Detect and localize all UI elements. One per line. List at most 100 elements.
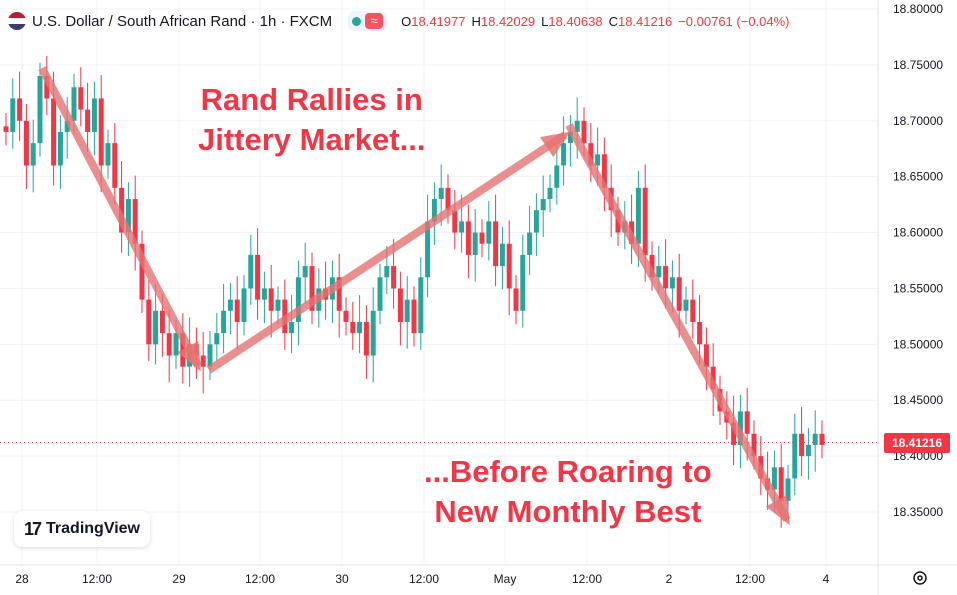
ohlc-low: L18.40638 xyxy=(541,13,603,29)
settings-icon[interactable] xyxy=(912,570,928,586)
candle-body xyxy=(819,433,825,445)
candle-body xyxy=(574,120,580,132)
candle-body xyxy=(384,266,390,278)
candle-body xyxy=(595,154,601,166)
candle-body xyxy=(540,199,546,211)
candle-body xyxy=(635,187,641,244)
candle-body xyxy=(452,210,458,233)
candle-body xyxy=(547,187,553,200)
candle-body xyxy=(669,277,675,289)
candle-body xyxy=(207,344,213,367)
candle-body xyxy=(493,221,499,267)
y-tick-label: 18.50000 xyxy=(893,337,943,351)
candle-body xyxy=(744,411,750,434)
candle-body xyxy=(357,321,363,334)
candle-body xyxy=(57,131,63,166)
annotation-bottom-line2: New Monthly Best xyxy=(434,494,702,529)
candle-body xyxy=(404,299,410,322)
candle-body xyxy=(397,288,403,322)
candle-body xyxy=(98,98,104,166)
y-tick-label: 18.35000 xyxy=(893,505,943,519)
candle-body xyxy=(125,199,131,233)
candle-body xyxy=(166,333,172,356)
x-tick-label: 30 xyxy=(335,572,349,586)
x-tick-label: 12:00 xyxy=(572,572,602,586)
candle-body xyxy=(309,266,315,311)
tradingview-logo[interactable]: 17 TradingView xyxy=(14,511,150,547)
symbol-title[interactable]: U.S. Dollar / South African Rand · 1h · … xyxy=(32,12,333,30)
x-tick-label: 12:00 xyxy=(245,572,275,586)
candle-body xyxy=(459,221,465,233)
y-tick-label: 18.55000 xyxy=(893,281,943,295)
candle-body xyxy=(445,187,451,211)
candle-body xyxy=(812,433,818,445)
candle-body xyxy=(703,344,709,367)
candle-body xyxy=(234,299,240,322)
candle-body xyxy=(302,266,308,278)
candle-body xyxy=(513,288,519,311)
arrow-head-icon xyxy=(177,340,201,372)
annotation-top-line2: Jittery Market... xyxy=(198,122,426,157)
candle-body xyxy=(663,266,669,289)
candle-body xyxy=(438,187,444,200)
candle-body xyxy=(799,433,805,457)
trend-arrow xyxy=(206,131,568,374)
candle-body xyxy=(132,199,138,244)
candle-body xyxy=(200,355,206,367)
x-tick-label: 29 xyxy=(172,572,186,586)
wave-icon[interactable]: ≈ xyxy=(365,13,384,29)
candle-body xyxy=(377,277,383,311)
candle-body xyxy=(479,232,485,244)
candle-body xyxy=(85,109,91,132)
candle-body xyxy=(105,143,111,166)
status-pill[interactable]: ≈ xyxy=(348,11,388,31)
us-flag-icon xyxy=(8,12,26,30)
candle-body xyxy=(805,444,811,457)
candle-body xyxy=(336,277,342,311)
ohlc-high: H18.42029 xyxy=(471,13,536,29)
candle-body xyxy=(425,221,431,278)
candle-body xyxy=(472,232,478,255)
candle-body xyxy=(690,299,696,322)
ohlc-close: C18.41216 xyxy=(608,13,673,29)
candle-body xyxy=(391,266,397,289)
tradingview-logo-icon: 17 xyxy=(24,518,42,539)
ohlc-change: −0.00761 (−0.04%) xyxy=(678,13,790,29)
candle-body xyxy=(91,98,97,132)
candle-body xyxy=(431,199,437,222)
candle-body xyxy=(30,143,36,166)
candle-body xyxy=(343,310,349,322)
trend-arrow xyxy=(565,123,791,522)
candle-body xyxy=(248,254,254,289)
candle-body xyxy=(486,221,492,244)
candle-body xyxy=(255,254,261,300)
x-tick-label: 4 xyxy=(823,572,830,586)
candle-body xyxy=(78,87,84,110)
candle-body xyxy=(649,254,655,278)
candle-body xyxy=(370,310,376,356)
candle-body xyxy=(527,232,533,255)
trend-arrow xyxy=(38,66,202,368)
candle-body xyxy=(10,98,16,132)
candle-body xyxy=(771,467,777,490)
candle-body xyxy=(533,210,539,233)
candle-body xyxy=(567,131,573,144)
candle-body xyxy=(119,187,125,233)
candle-body xyxy=(3,126,9,132)
y-tick-label: 18.80000 xyxy=(893,2,943,16)
candle-body xyxy=(785,478,791,501)
candle-body xyxy=(731,422,737,445)
candle-body xyxy=(23,120,29,166)
candle-body xyxy=(778,467,784,501)
candle-body xyxy=(289,321,295,334)
candle-body xyxy=(363,321,369,356)
candle-body xyxy=(71,87,77,121)
candle-body xyxy=(44,76,50,99)
candle-body xyxy=(268,288,274,311)
annotation-top-line1: Rand Rallies in xyxy=(200,82,423,117)
annotation-bottom-line1: ...Before Roaring to xyxy=(424,454,712,489)
candle-body xyxy=(520,254,526,311)
x-tick-label: 28 xyxy=(15,572,29,586)
candle-body xyxy=(499,243,505,267)
